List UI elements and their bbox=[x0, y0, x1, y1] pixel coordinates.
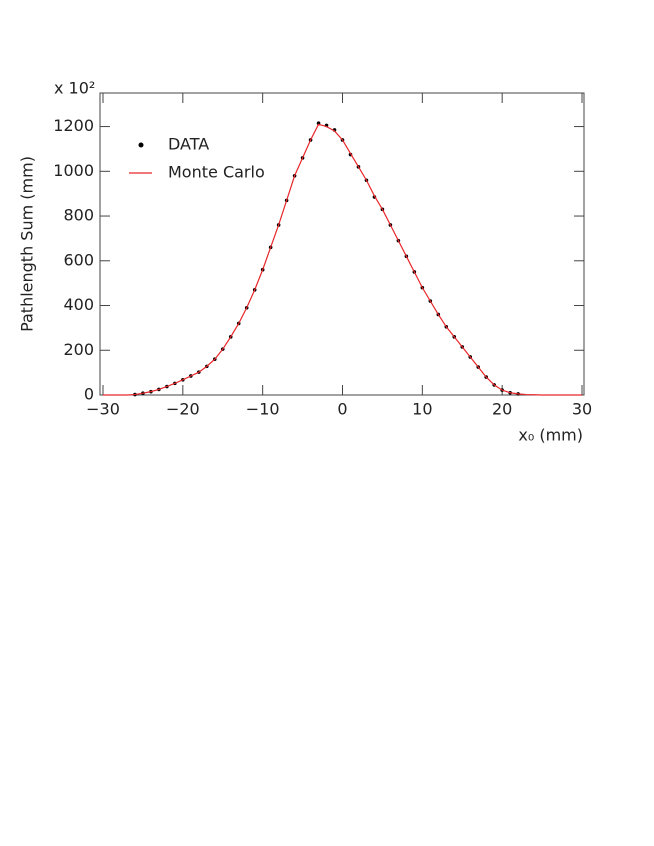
y-tick-label: 1200 bbox=[53, 116, 94, 135]
x-tick-label: −10 bbox=[246, 400, 280, 419]
y-tick-label: 200 bbox=[63, 340, 94, 359]
x-tick-label: 0 bbox=[337, 400, 347, 419]
legend-label: Monte Carlo bbox=[168, 163, 265, 182]
x-tick-label: −30 bbox=[86, 400, 120, 419]
y-tick-label: 600 bbox=[63, 250, 94, 269]
x-tick-label: 20 bbox=[492, 400, 512, 419]
y-tick-label: 800 bbox=[63, 206, 94, 225]
y-tick-label: 1000 bbox=[53, 161, 94, 180]
legend-label: DATA bbox=[168, 135, 209, 154]
x-axis-label: x₀ (mm) bbox=[518, 426, 583, 445]
x-tick-label: 30 bbox=[572, 400, 592, 419]
y-multiplier: x 10² bbox=[54, 79, 95, 98]
mc-line bbox=[103, 123, 582, 396]
legend-marker bbox=[138, 142, 144, 148]
x-tick-label: −20 bbox=[166, 400, 200, 419]
x-tick-label: 10 bbox=[412, 400, 432, 419]
y-tick-label: 400 bbox=[63, 295, 94, 314]
y-tick-label: 0 bbox=[84, 385, 94, 404]
y-axis-label: Pathlength Sum (mm) bbox=[18, 156, 37, 332]
